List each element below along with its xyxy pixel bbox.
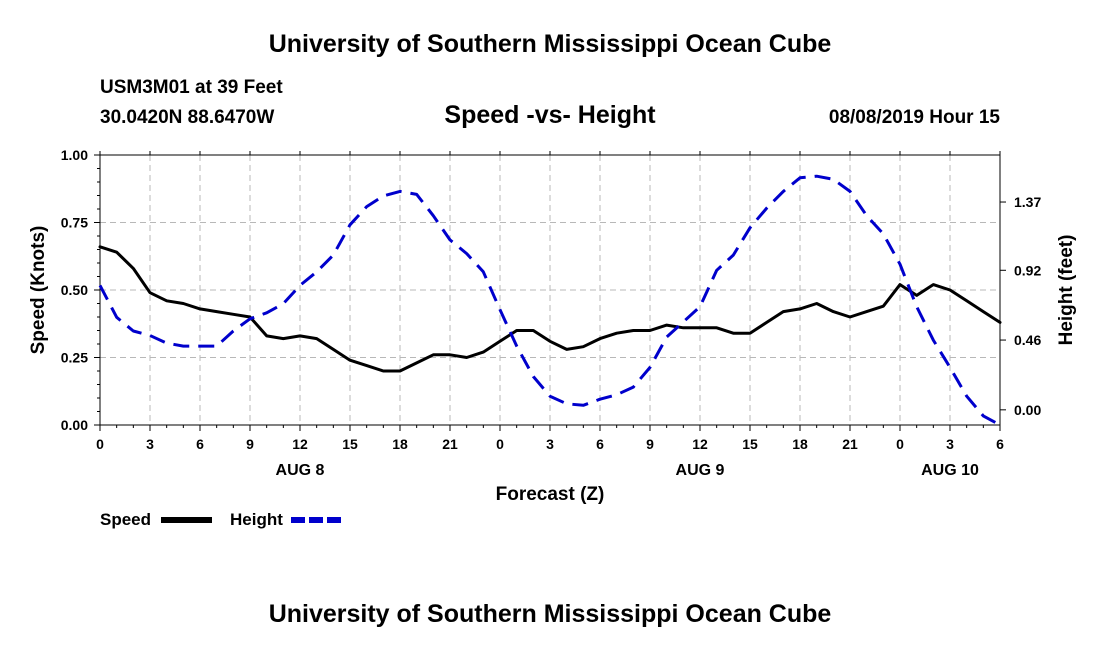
coordinates-label: 30.0420N 88.6470W [100,107,275,128]
grid-lines [100,155,1000,425]
x-tick-label: 12 [692,436,708,452]
legend-label-height: Height [230,510,283,529]
date-label: AUG 10 [921,462,979,479]
x-tick-label: 21 [842,436,858,452]
chart-title: Speed -vs- Height [444,101,656,129]
left-tick-label: 0.50 [61,282,88,298]
x-tick-label: 3 [546,436,554,452]
left-tick-label: 1.00 [61,147,88,163]
x-tick-label: 9 [246,436,254,452]
date-label: AUG 9 [676,462,725,479]
x-tick-label: 0 [896,436,904,452]
x-axis-title: Forecast (Z) [496,484,605,505]
datetime-label: 08/08/2019 Hour 15 [828,107,1000,128]
chart-header-title: University of Southern Mississippi Ocean… [268,30,832,58]
left-tick-label: 0.00 [61,417,88,433]
x-tick-label: 18 [792,436,808,452]
left-axis-title: Speed (Knots) [28,226,49,355]
axes [94,151,1006,431]
legend-label-speed: Speed [100,510,151,529]
left-tick-label: 0.25 [61,350,88,366]
right-axis-title: Height (feet) [1056,235,1077,346]
x-tick-label: 9 [646,436,654,452]
x-tick-label: 6 [996,436,1004,452]
left-tick-label: 0.75 [61,215,88,231]
right-tick-label: 1.37 [1014,194,1041,210]
x-tick-label: 18 [392,436,408,452]
chart-footer-title: University of Southern Mississippi Ocean… [268,600,832,628]
x-tick-label: 0 [96,436,104,452]
speed-series-line [98,245,1002,373]
axis-labels: 0 3 6 9 12 15 18 21 0 3 6 9 12 15 18 21 0 3 6 0.00 0.25 0.50 0… [28,147,1077,505]
x-tick-label: 3 [946,436,954,452]
date-label: AUG 8 [276,462,325,479]
series-lines [98,174,1002,427]
x-tick-label: 15 [342,436,358,452]
right-tick-label: 0.92 [1014,262,1041,278]
x-tick-label: 6 [596,436,604,452]
legend: Speed Height [100,510,342,529]
x-tick-label: 3 [146,436,154,452]
x-tick-label: 21 [442,436,458,452]
x-tick-label: 15 [742,436,758,452]
height-series-line [98,174,1001,427]
x-tick-label: 6 [196,436,204,452]
x-tick-label: 0 [496,436,504,452]
station-label: USM3M01 at 39 Feet [100,77,283,98]
right-tick-label: 0.46 [1014,332,1041,348]
x-tick-label: 12 [292,436,308,452]
right-tick-label: 0.00 [1014,402,1041,418]
